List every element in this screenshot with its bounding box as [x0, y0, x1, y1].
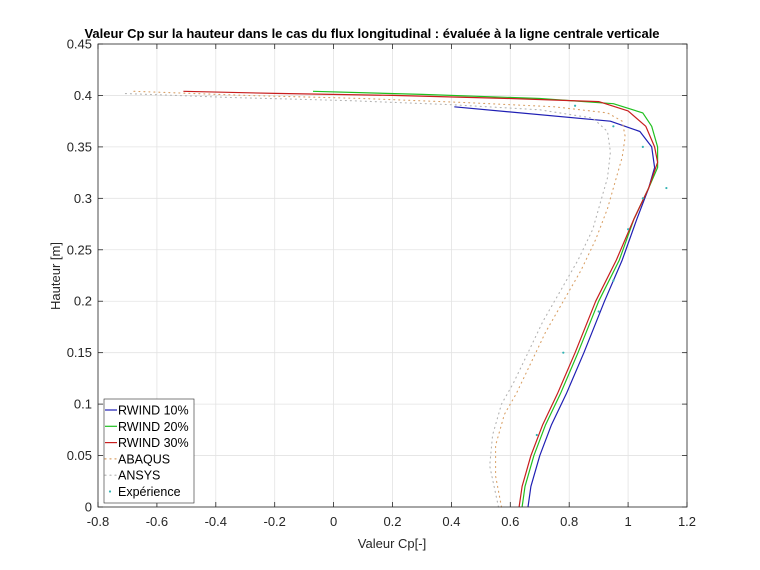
legend-label-exp-rience: Expérience [118, 485, 181, 499]
data-point-exp-rience [573, 104, 577, 107]
x-tick-label: 0.6 [501, 514, 519, 529]
data-point-exp-rience [641, 197, 644, 200]
y-tick-label: 0.05 [67, 448, 92, 463]
y-tick-label: 0.1 [74, 397, 92, 412]
series-line-rwind-10 [454, 106, 656, 508]
axis-ticks: -0.8 -0.6 -0.4 -0.2 0 0.2 0.4 0.6 0.8 1 1.2 0 0.05 0.… [67, 37, 696, 530]
chart-title: Valeur Cp sur la hauteur dans le cas du … [84, 26, 659, 41]
series-line-rwind-30 [183, 90, 659, 508]
x-axis-label: Valeur Cp[-] [358, 536, 426, 551]
x-tick-label: -0.6 [146, 514, 168, 529]
y-tick-label: 0.35 [67, 139, 92, 154]
legend-label-ansys: ANSYS [118, 469, 160, 483]
data-point-exp-rience [597, 310, 600, 313]
x-tick-label: 0.4 [442, 514, 460, 529]
series-line-ansys [121, 92, 611, 508]
y-tick-label: 0.3 [74, 191, 92, 206]
y-tick-label: 0.2 [74, 294, 92, 309]
x-tick-label: 1 [624, 514, 631, 529]
x-tick-label: 0 [330, 514, 337, 529]
x-tick-label: 0.8 [560, 514, 578, 529]
legend: RWIND 10% RWIND 20% RWIND 30% ABAQUS ANSYS Ex… [103, 398, 195, 504]
x-tick-label: -0.2 [263, 514, 285, 529]
data-point-exp-rience [641, 145, 644, 148]
legend-label-abaqus: ABAQUS [118, 452, 170, 466]
legend-box [103, 398, 195, 504]
y-tick-label: 0.25 [67, 242, 92, 257]
data-point-exp-rience [562, 351, 565, 354]
x-tick-label: -0.8 [87, 514, 109, 529]
y-tick-label: 0.4 [74, 88, 92, 103]
legend-label-rwind-30: RWIND 30% [118, 436, 189, 450]
y-axis-label: Hauteur [m] [48, 242, 63, 310]
data-point-exp-rience [535, 433, 538, 437]
series-line-abaqus [132, 90, 626, 508]
data-point-exp-rience [665, 186, 668, 190]
data-point-exp-rience [612, 279, 615, 282]
y-tick-label: 0.15 [67, 345, 92, 360]
legend-swatch-exp-rience [108, 490, 112, 493]
data-point-exp-rience [627, 228, 630, 231]
series-layer [121, 90, 668, 508]
legend-label-rwind-20: RWIND 20% [118, 420, 189, 434]
y-tick-label: 0 [85, 500, 92, 515]
legend-label-rwind-10: RWIND 10% [118, 404, 189, 418]
x-tick-label: 1.2 [678, 514, 696, 529]
data-point-exp-rience [612, 125, 615, 128]
x-tick-label: -0.4 [205, 514, 227, 529]
y-tick-label: 0.45 [67, 37, 92, 52]
x-tick-label: 0.2 [383, 514, 401, 529]
